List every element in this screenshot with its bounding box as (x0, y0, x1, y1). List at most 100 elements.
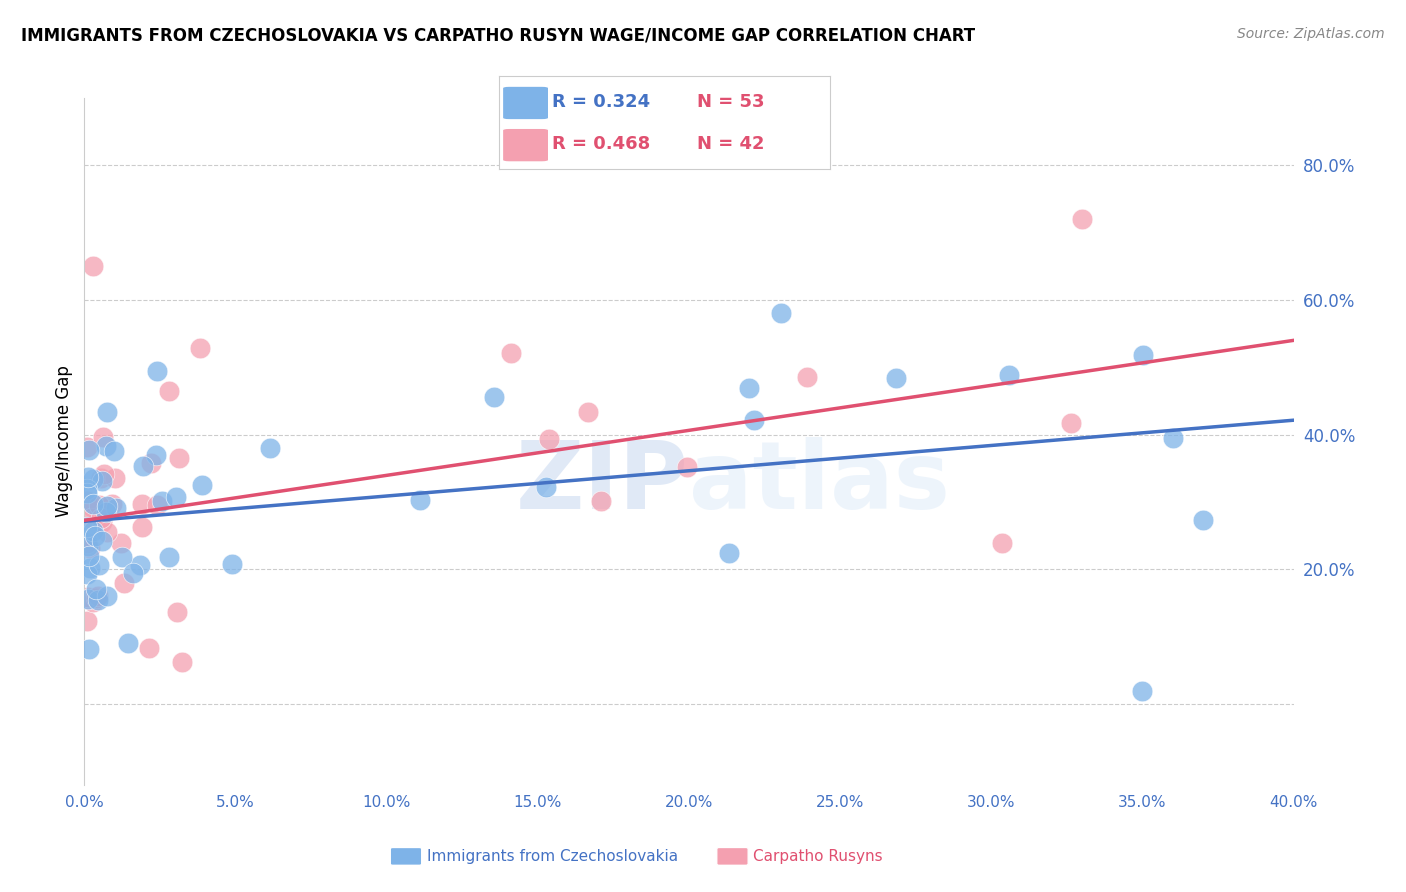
Point (76, 519, 98, 533)
Point (131, 458, 153, 473)
Point (190, 341, 212, 355)
Point (84, 582, 107, 597)
Point (1161, 431, 1184, 445)
Point (101, 497, 124, 511)
Point (91, 430, 114, 444)
Point (146, 498, 169, 512)
Point (82, 260, 104, 274)
Point (76, 494, 98, 508)
FancyBboxPatch shape (717, 847, 748, 865)
Point (77, 539, 100, 553)
Point (131, 497, 153, 511)
Text: atlas: atlas (689, 437, 950, 529)
Point (105, 500, 128, 515)
Point (221, 557, 243, 571)
Point (1130, 683, 1153, 698)
Point (718, 546, 741, 560)
Point (1071, 212, 1094, 227)
Point (165, 490, 187, 504)
Point (84, 591, 107, 605)
Point (742, 412, 765, 426)
FancyBboxPatch shape (391, 847, 422, 865)
Point (1191, 513, 1213, 527)
Point (1060, 416, 1083, 430)
Point (77, 442, 100, 457)
Point (96, 439, 118, 453)
Point (90, 511, 112, 525)
Point (90, 474, 112, 488)
Text: Carpatho Rusyns: Carpatho Rusyns (754, 849, 883, 863)
Point (409, 493, 432, 508)
Point (94, 505, 117, 519)
Point (96, 589, 118, 603)
Point (87, 498, 110, 512)
Text: Source: ZipAtlas.com: Source: ZipAtlas.com (1237, 27, 1385, 41)
Point (157, 384, 180, 398)
Point (76, 590, 98, 604)
FancyBboxPatch shape (502, 87, 548, 120)
Point (1132, 348, 1154, 362)
Point (76, 614, 98, 628)
Point (112, 576, 135, 591)
Point (576, 405, 599, 419)
Point (76, 482, 98, 496)
Point (79, 541, 101, 555)
Point (87, 589, 110, 603)
Point (769, 306, 792, 320)
Point (96, 405, 118, 419)
Text: N = 42: N = 42 (697, 136, 765, 153)
Text: R = 0.324: R = 0.324 (553, 93, 650, 111)
Point (117, 636, 139, 650)
Text: ZIP: ZIP (516, 437, 689, 529)
Point (166, 605, 188, 619)
Point (87, 592, 110, 607)
Point (77, 592, 100, 607)
Point (146, 364, 169, 378)
Point (589, 494, 612, 508)
Point (110, 536, 132, 550)
Point (129, 558, 152, 573)
Text: IMMIGRANTS FROM CZECHOSLOVAKIA VS CARPATHO RUSYN WAGE/INCOME GAP CORRELATION CHA: IMMIGRANTS FROM CZECHOSLOVAKIA VS CARPAT… (21, 27, 976, 45)
Point (96, 524, 118, 539)
Point (536, 480, 558, 494)
Point (259, 441, 281, 455)
Point (157, 549, 180, 564)
Text: N = 53: N = 53 (697, 93, 765, 111)
Point (82, 472, 104, 486)
Text: Immigrants from Czechoslovakia: Immigrants from Czechoslovakia (426, 849, 678, 863)
Point (77, 470, 100, 484)
Point (84, 529, 107, 543)
Point (82, 524, 104, 538)
Point (76, 486, 98, 500)
Point (90, 471, 112, 485)
Point (141, 456, 163, 470)
Point (537, 432, 560, 446)
Point (80, 500, 103, 514)
Point (80, 510, 103, 524)
Point (482, 390, 505, 404)
Point (676, 460, 699, 475)
Point (138, 640, 160, 655)
Point (77, 642, 100, 657)
Point (91, 515, 114, 529)
Point (167, 451, 190, 466)
Point (93, 467, 115, 482)
Point (145, 448, 167, 462)
Point (499, 346, 522, 360)
Point (76, 535, 98, 549)
Point (91, 534, 114, 549)
Point (738, 381, 761, 395)
Point (76, 440, 98, 454)
Point (76, 566, 98, 581)
Point (87, 558, 110, 573)
Point (191, 478, 214, 492)
Point (150, 494, 173, 508)
Point (96, 499, 118, 513)
Point (104, 471, 127, 485)
Point (103, 444, 125, 458)
Text: R = 0.468: R = 0.468 (553, 136, 650, 153)
Point (110, 550, 132, 565)
Point (131, 520, 153, 534)
Y-axis label: Wage/Income Gap: Wage/Income Gap (55, 366, 73, 517)
Point (170, 656, 193, 670)
